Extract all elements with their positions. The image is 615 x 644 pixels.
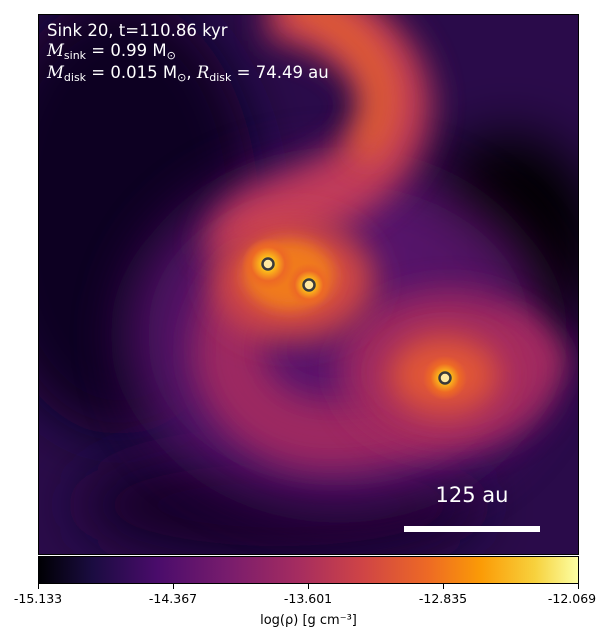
disk-radius-value: = 74.49 au — [231, 63, 329, 82]
disk-mass-value: = 0.015 M — [86, 63, 178, 82]
colorbar-tick-label: -13.601 — [283, 591, 333, 606]
colorbar-tick — [38, 584, 39, 589]
colorbar — [38, 556, 579, 584]
colorbar-tick-label: -14.367 — [148, 591, 198, 606]
mass-subscript: sink — [63, 49, 87, 62]
mass-symbol: M — [47, 41, 64, 60]
separator: , — [186, 63, 197, 82]
colorbar-tick — [443, 584, 444, 589]
sink-marker — [302, 278, 316, 292]
disk-mass-subscript: disk — [63, 71, 87, 84]
scalebar-label: 125 au — [435, 483, 509, 507]
colorbar-tick — [308, 584, 309, 589]
density-map — [38, 14, 579, 555]
mass-value: = 0.99 M — [86, 41, 167, 60]
colorbar-tick — [173, 584, 174, 589]
colorbar-label: log(ρ) [g cm⁻³] — [260, 613, 357, 628]
sink-time-label: Sink 20, t=110.86 kyr — [47, 21, 228, 40]
scalebar — [404, 526, 540, 532]
disk-mass-symbol: M — [47, 63, 64, 82]
colorbar-tick-label: -15.133 — [13, 591, 63, 606]
disk-mass-unit-subscript: ⊙ — [177, 71, 187, 84]
colorbar-tick-label: -12.835 — [418, 591, 468, 606]
mass-unit-subscript: ⊙ — [166, 49, 176, 62]
colorbar-tick-label: -12.069 — [547, 591, 597, 606]
sink-marker — [261, 257, 275, 271]
density-map-image — [39, 15, 578, 554]
disk-radius-symbol: R — [196, 63, 210, 82]
disk-properties-label: Mdisk = 0.015 M⊙, Rdisk = 74.49 au — [47, 63, 329, 88]
sink-marker — [438, 371, 452, 385]
sink-mass-label: Msink = 0.99 M⊙ — [47, 41, 176, 66]
disk-radius-subscript: disk — [209, 71, 232, 84]
colorbar-tick — [578, 584, 579, 589]
